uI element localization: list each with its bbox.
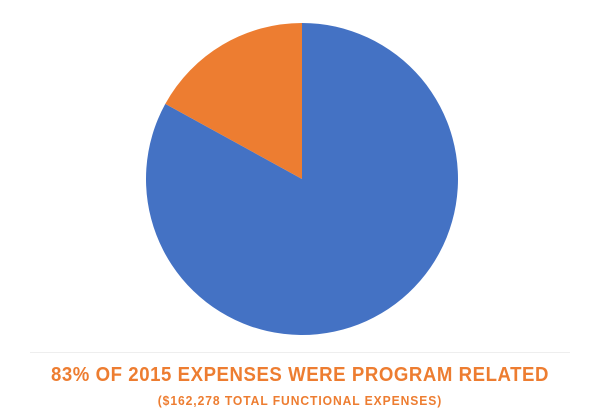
caption-divider bbox=[30, 352, 570, 353]
pie-slice-2 bbox=[165, 23, 302, 179]
chart-subtitle: ($162,278 TOTAL FUNCTIONAL EXPENSES) bbox=[157, 393, 443, 408]
pie-chart bbox=[146, 23, 458, 335]
chart-title: 83% OF 2015 EXPENSES WERE PROGRAM RELATE… bbox=[51, 364, 549, 386]
